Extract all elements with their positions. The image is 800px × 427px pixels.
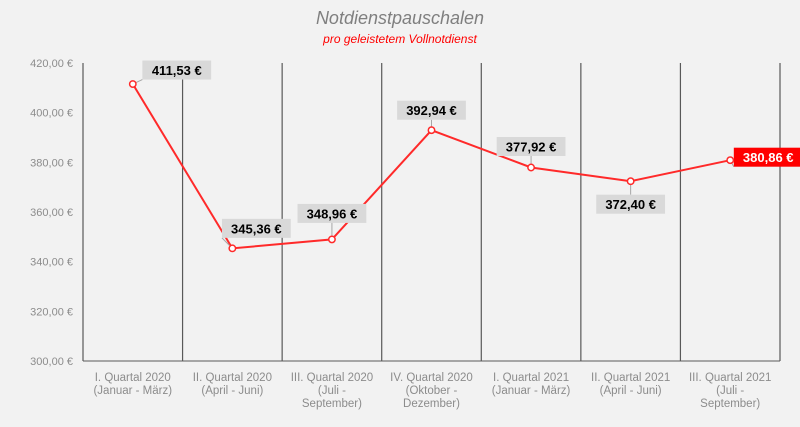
x-tick-label: III. Quartal 2021 (Juli -September): [689, 372, 771, 410]
data-label-box: [596, 194, 666, 214]
y-tick-label: 380,00 €: [30, 157, 73, 169]
x-tick-label: II. Quartal 2021 (April - Juni): [591, 372, 670, 397]
x-tick-label: IV. Quartal 2020 (Oktober -Dezember): [390, 372, 473, 410]
data-point: [527, 163, 536, 172]
data-label: 380,86 €: [743, 150, 794, 165]
chart-title: Notdienstpauschalen: [315, 8, 485, 28]
data-label: 377,92 €: [506, 139, 557, 154]
data-point: [626, 177, 635, 186]
data-label-box: [397, 100, 466, 120]
x-tick-label: I. Quartal 2021 (Januar - März): [492, 372, 571, 397]
x-tick-label: I. Quartal 2020 (Januar - März): [93, 372, 172, 397]
data-point: [228, 244, 237, 253]
x-tick-label: II. Quartal 2020 (April - Juni): [193, 372, 272, 397]
data-label-box: [297, 203, 367, 223]
y-tick-label: 300,00 €: [30, 356, 73, 368]
x-tick-label: III. Quartal 2020 (Juli -September): [291, 372, 373, 410]
y-tick-label: 420,00 €: [30, 58, 73, 70]
data-label-box: [221, 218, 291, 238]
y-tick-label: 400,00 €: [30, 108, 73, 120]
data-point: [427, 126, 436, 135]
data-point: [726, 156, 735, 165]
data-label: 392,94 €: [406, 103, 457, 118]
y-tick-label: 320,00 €: [30, 306, 73, 318]
y-tick-label: 360,00 €: [30, 207, 73, 219]
data-label: 411,53 €: [152, 63, 202, 78]
data-label: 345,36 €: [231, 221, 282, 236]
data-label: 348,96 €: [307, 206, 358, 221]
data-point: [327, 235, 336, 244]
data-point: [128, 80, 137, 88]
data-label: 372,40 €: [605, 197, 656, 212]
y-tick-label: 340,00 €: [30, 257, 73, 269]
data-label-box: [142, 60, 212, 80]
chart-subtitle: pro geleistetem Vollnotdienst: [323, 32, 477, 46]
data-label-highlight-box: [733, 147, 800, 167]
data-label-box: [496, 136, 566, 156]
